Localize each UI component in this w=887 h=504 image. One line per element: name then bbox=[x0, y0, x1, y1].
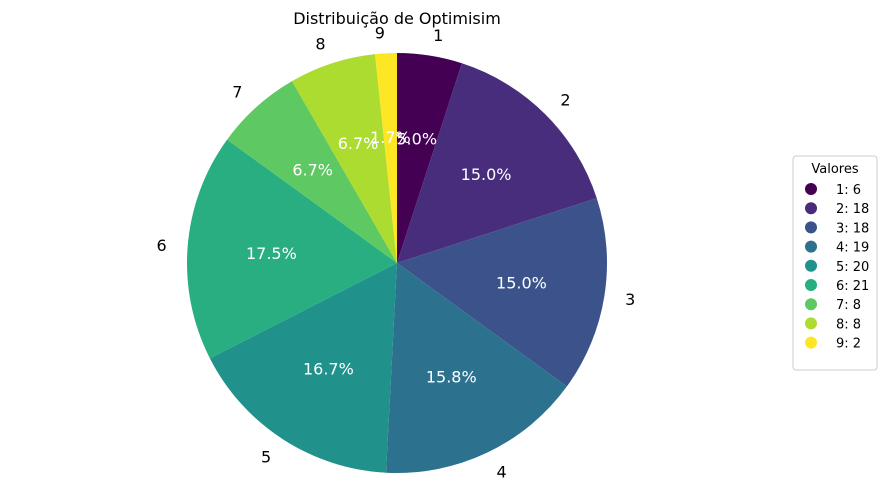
legend-label-5: 5: 20 bbox=[836, 260, 869, 275]
legend-label-6: 6: 21 bbox=[836, 279, 869, 294]
pie-slice-6 bbox=[187, 139, 397, 359]
legend-title: Valores bbox=[811, 162, 858, 177]
percent-label-2: 15.0% bbox=[461, 165, 512, 184]
percent-label-1: 5.0% bbox=[396, 130, 437, 149]
legend-label-3: 3: 18 bbox=[836, 221, 869, 236]
pie-slice-9 bbox=[375, 53, 397, 263]
slice-label-6: 6 bbox=[157, 236, 167, 255]
percent-label-3: 15.0% bbox=[496, 274, 547, 293]
legend: Valores 1: 6 2: 18 3: 18 4: 19 5: 20 6: 21 7: … bbox=[792, 155, 878, 371]
percent-label-8: 6.7% bbox=[338, 134, 379, 153]
slice-label-8: 8 bbox=[315, 34, 325, 53]
pie-slice-4 bbox=[386, 263, 567, 473]
pie-slice-1 bbox=[397, 53, 462, 263]
percent-label-5: 16.7% bbox=[303, 360, 354, 379]
legend-marker-3 bbox=[805, 221, 817, 234]
slice-label-9: 9 bbox=[375, 23, 385, 42]
slice-label-7: 7 bbox=[232, 82, 242, 101]
slice-label-1: 1 bbox=[433, 26, 443, 45]
pie-slice-7 bbox=[227, 81, 397, 263]
chart-title: Distribuição de Optimisim bbox=[293, 9, 501, 28]
legend-label-7: 7: 8 bbox=[836, 298, 861, 313]
category-labels: 1 2 3 4 5 6 7 8 9 bbox=[157, 23, 636, 481]
pie-slice-2 bbox=[397, 63, 597, 263]
percent-label-6: 17.5% bbox=[246, 244, 297, 263]
legend-marker-7 bbox=[805, 298, 817, 311]
percent-label-7: 6.7% bbox=[292, 160, 333, 179]
slice-label-5: 5 bbox=[261, 448, 271, 467]
legend-marker-2 bbox=[805, 202, 817, 215]
legend-label-9: 9: 2 bbox=[836, 337, 861, 352]
percent-labels: 5.0%15.0%15.0%15.8%16.7%17.5%6.7%6.7%1.7… bbox=[246, 128, 547, 387]
slice-label-4: 4 bbox=[496, 462, 506, 481]
legend-marker-1 bbox=[805, 183, 817, 195]
legend-marker-5 bbox=[805, 259, 817, 272]
legend-marker-9 bbox=[805, 336, 817, 349]
pie-slice-8 bbox=[292, 54, 397, 263]
legend-label-1: 1: 6 bbox=[836, 183, 861, 198]
legend-label-8: 8: 8 bbox=[836, 317, 861, 332]
legend-label-4: 4: 19 bbox=[836, 241, 869, 256]
slice-label-2: 2 bbox=[560, 91, 570, 110]
percent-label-4: 15.8% bbox=[426, 368, 477, 387]
legend-marker-8 bbox=[805, 317, 817, 330]
legend-label-2: 2: 18 bbox=[836, 202, 869, 217]
slice-label-3: 3 bbox=[625, 290, 635, 309]
legend-items: 1: 6 2: 18 3: 18 4: 19 5: 20 6: 21 7: 8 8: 8 9: … bbox=[805, 183, 869, 352]
pie-slice-5 bbox=[209, 263, 397, 473]
pie-slices bbox=[187, 53, 607, 473]
legend-marker-6 bbox=[805, 279, 817, 291]
percent-label-9: 1.7% bbox=[370, 128, 411, 147]
legend-marker-4 bbox=[805, 240, 817, 253]
pie-slice-3 bbox=[397, 198, 607, 387]
